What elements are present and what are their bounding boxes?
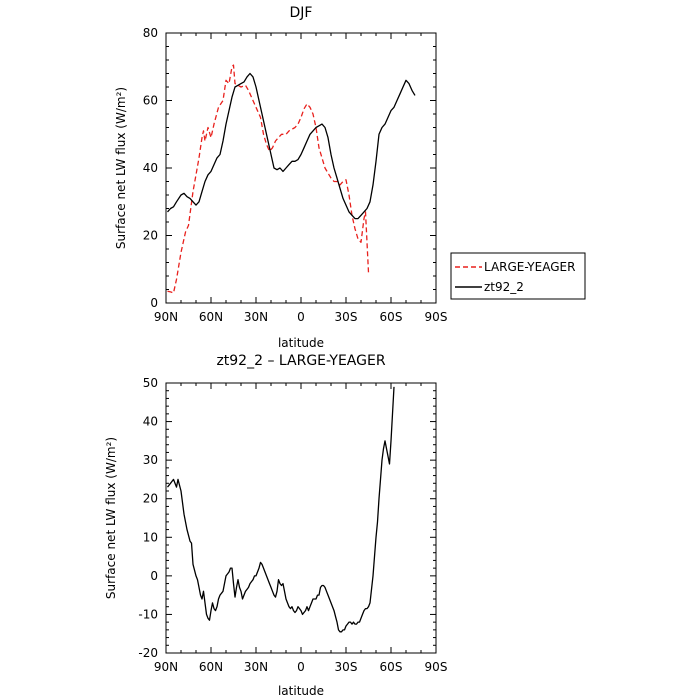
series-line-large-yeager [167,64,370,294]
y-tick-label: 40 [143,161,158,175]
x-tick-label: 90S [425,660,448,674]
series-line-zt92-2 [167,72,416,220]
y-tick-label: 20 [143,492,158,506]
tick-marks [165,382,437,654]
y-axis-label: Surface net LW flux (W/m²) [104,437,118,599]
x-tick-label: 30S [335,310,358,324]
x-tick-label: 30N [244,660,268,674]
series-line-difference [166,386,395,633]
x-tick-label: 60S [380,310,403,324]
x-tick-labels: 90N 60N 30N 0 30S 60S 90S [154,310,448,324]
y-tick-label: 80 [143,26,158,40]
x-tick-labels: 90N 60N 30N 0 30S 60S 90S [154,660,448,674]
y-tick-label: 0 [150,296,158,310]
legend-label-large-yeager: LARGE-YEAGER [484,260,575,274]
y-tick-label: 20 [143,229,158,243]
y-tick-label: 10 [143,530,158,544]
y-tick-label: 30 [143,453,158,467]
x-tick-label: 30S [335,660,358,674]
y-tick-label: -20 [138,646,158,660]
y-tick-label: 40 [143,415,158,429]
x-tick-label: 60N [199,660,223,674]
chart-panel-bottom: zt92_2 – LARGE-YEAGER -20-1001020304050 … [104,353,447,698]
legend-box [450,252,586,300]
x-tick-label: 90N [154,660,178,674]
x-axis-label: latitude [278,684,324,698]
tick-marks [165,32,437,304]
x-tick-label: 0 [297,660,305,674]
y-tick-label: 50 [143,376,158,390]
x-tick-label: 30N [244,310,268,324]
y-tick-label: -10 [138,607,158,621]
x-tick-label: 0 [297,310,305,324]
plot-frame [165,32,437,304]
x-axis-label: latitude [278,336,324,350]
x-tick-label: 90S [425,310,448,324]
y-axis-label: Surface net LW flux (W/m²) [114,87,128,249]
y-tick-labels: 0 20 40 60 80 [143,26,158,310]
chart-panel-top: DJF 0 20 40 60 80 90N 60N 30N 0 30S 60S 90S latitu… [114,5,447,350]
chart-title: zt92_2 – LARGE-YEAGER [216,353,385,369]
x-tick-label: 60S [380,660,403,674]
legend-label-zt92-2: zt92_2 [484,280,524,294]
chart-title: DJF [290,5,313,21]
x-tick-label: 90N [154,310,178,324]
legend: LARGE-YEAGER zt92_2 [450,252,586,300]
series-group [167,64,416,294]
series-group [166,386,395,633]
x-tick-label: 60N [199,310,223,324]
y-tick-label: 60 [143,94,158,108]
y-tick-label: 0 [150,569,158,583]
y-tick-labels: -20 -10 0 10 20 30 40 50 [138,376,158,660]
